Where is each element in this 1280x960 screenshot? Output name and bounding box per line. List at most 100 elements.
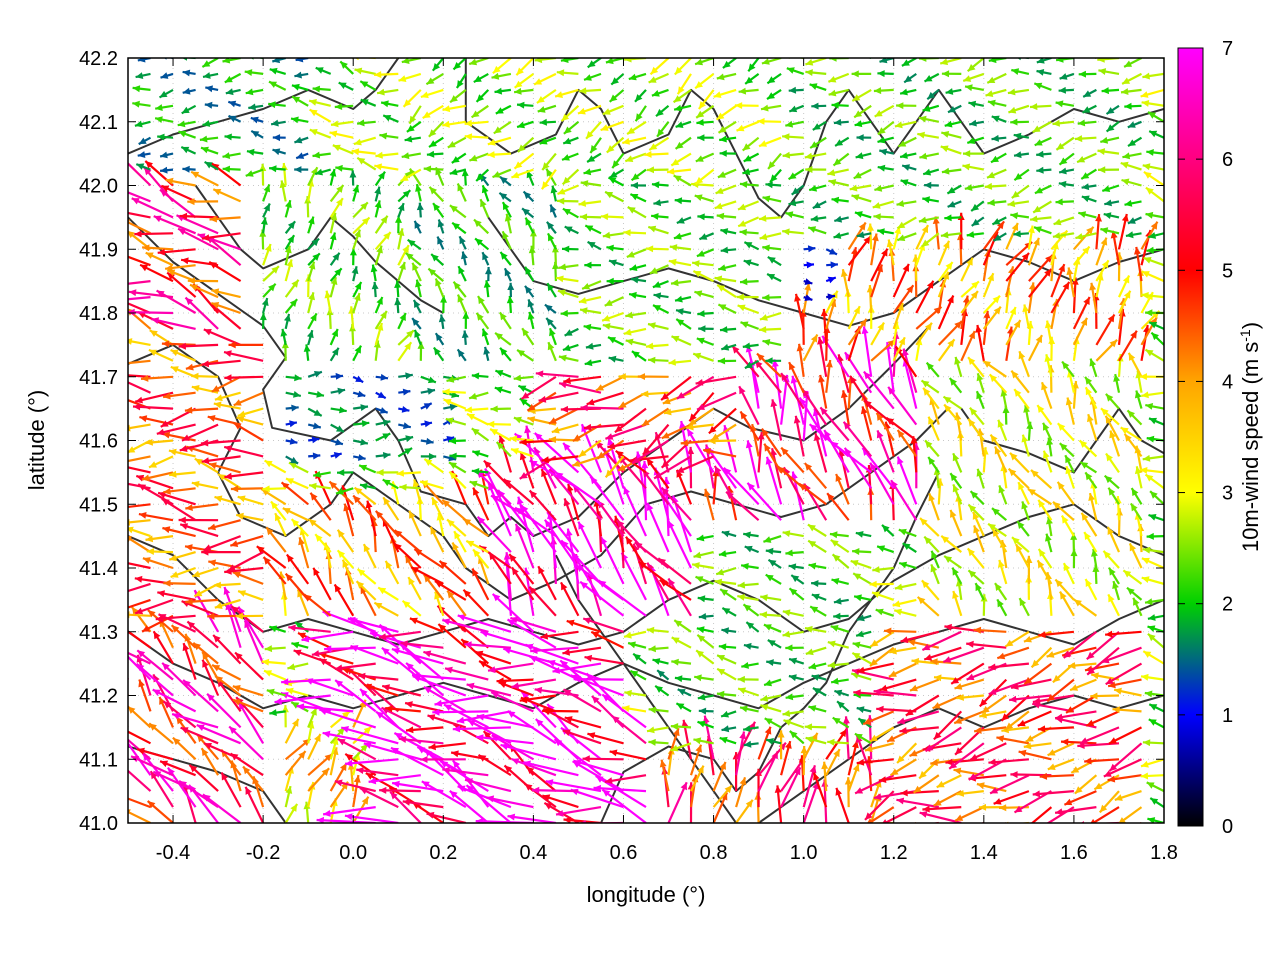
wind-arrow-shaft (128, 738, 152, 761)
wind-arrow (743, 642, 759, 650)
wind-arrow-head (1107, 775, 1116, 783)
wind-arrow (462, 311, 470, 329)
wind-arrow-shaft (555, 806, 602, 816)
wind-arrow-shaft (128, 423, 151, 430)
wind-arrow (423, 458, 444, 474)
wind-arrow-head (924, 654, 933, 661)
wind-arrow-head (697, 765, 704, 774)
wind-arrow-shaft (545, 780, 602, 793)
wind-arrow (128, 550, 129, 553)
wind-arrow-head (490, 405, 498, 413)
wind-arrow-head (899, 824, 907, 831)
wind-arrow-head (201, 748, 209, 757)
wind-arrow-shaft (128, 769, 152, 792)
wind-arrow (1022, 304, 1030, 330)
wind-arrow-head (475, 817, 484, 823)
wind-arrow (375, 710, 422, 745)
wind-arrow (890, 758, 917, 777)
wind-arrow-head (394, 297, 402, 306)
wind-arrow (334, 662, 376, 672)
wind-arrow-head (809, 765, 817, 774)
wind-arrow-head (556, 810, 564, 817)
wind-arrow (627, 641, 647, 649)
wind-arrow (343, 503, 355, 537)
wind-arrow (717, 303, 737, 314)
wind-arrow (1017, 710, 1052, 727)
wind-arrow (503, 764, 535, 792)
wind-arrow (766, 273, 782, 283)
wind-arrow (604, 774, 647, 785)
wind-arrow (228, 341, 264, 349)
wind-arrow-head (361, 796, 369, 805)
wind-arrow-head (740, 321, 749, 328)
wind-arrow-head (163, 579, 171, 587)
terrain-contour (464, 58, 1164, 219)
wind-arrow-shaft (622, 486, 648, 537)
wind-arrow (329, 762, 348, 792)
wind-arrow (718, 550, 737, 558)
wind-arrow (132, 403, 174, 411)
wind-arrow (1105, 393, 1120, 410)
wind-arrow (1040, 381, 1053, 409)
wind-arrow (830, 625, 850, 633)
wind-vectors (112, 58, 1164, 831)
wind-arrow (936, 774, 962, 789)
wind-arrow-shaft (659, 490, 692, 537)
wind-arrow-head (842, 716, 850, 724)
wind-arrow (457, 785, 512, 809)
wind-arrow (548, 327, 557, 346)
wind-arrow (896, 797, 939, 809)
wind-arrow (697, 310, 714, 318)
wind-arrow-shaft (595, 774, 647, 809)
wind-arrow (1103, 758, 1142, 778)
wind-arrow (949, 472, 963, 489)
wind-arrow (697, 595, 714, 603)
wind-arrow-shaft (1139, 822, 1142, 823)
wind-arrow-head (465, 778, 473, 785)
wind-arrow-head (804, 723, 812, 731)
wind-arrow (744, 545, 760, 554)
wind-arrow-head (229, 726, 237, 734)
wind-arrow-head (160, 760, 169, 768)
wind-arrow-head (334, 779, 343, 787)
wind-arrow (128, 651, 151, 665)
wind-arrow (1139, 467, 1164, 474)
wind-arrow (850, 559, 872, 570)
wind-arrow-head (337, 387, 346, 395)
wind-arrow (148, 348, 174, 362)
wind-arrow-shaft (128, 797, 151, 809)
wind-arrow (930, 758, 962, 766)
wind-arrow (285, 477, 309, 490)
wind-arrow (138, 512, 174, 522)
wind-arrow-head (844, 777, 852, 785)
wind-arrow (1079, 461, 1097, 474)
wind-arrow-head (146, 548, 155, 555)
wind-arrow (833, 597, 849, 605)
wind-arrow (720, 710, 737, 718)
wind-arrow-head (1089, 358, 1097, 367)
wind-arrow (330, 372, 344, 380)
wind-arrow-head (368, 777, 377, 785)
wind-arrow (405, 726, 444, 734)
wind-arrow (203, 742, 242, 761)
wind-arrow-head (737, 581, 746, 589)
wind-arrow (185, 503, 219, 511)
wind-arrow-head (112, 591, 120, 598)
wind-arrow (1005, 306, 1017, 330)
wind-arrow (158, 696, 175, 728)
wind-arrow-head (821, 761, 829, 770)
wind-arrow (234, 651, 264, 681)
wind-arrow-head (997, 652, 1006, 660)
wind-arrow-head (794, 293, 801, 302)
wind-arrow-head (535, 719, 544, 727)
wind-arrow (582, 617, 624, 633)
wind-arrow (898, 561, 917, 570)
wind-arrow-head (839, 729, 847, 738)
wind-arrow-head (573, 759, 582, 767)
wind-arrow (548, 407, 579, 425)
wind-arrow-shaft (128, 582, 129, 584)
wind-arrow (471, 372, 489, 380)
wind-arrow-head (340, 763, 347, 771)
wind-arrow (913, 822, 917, 823)
wind-arrow (307, 733, 322, 760)
